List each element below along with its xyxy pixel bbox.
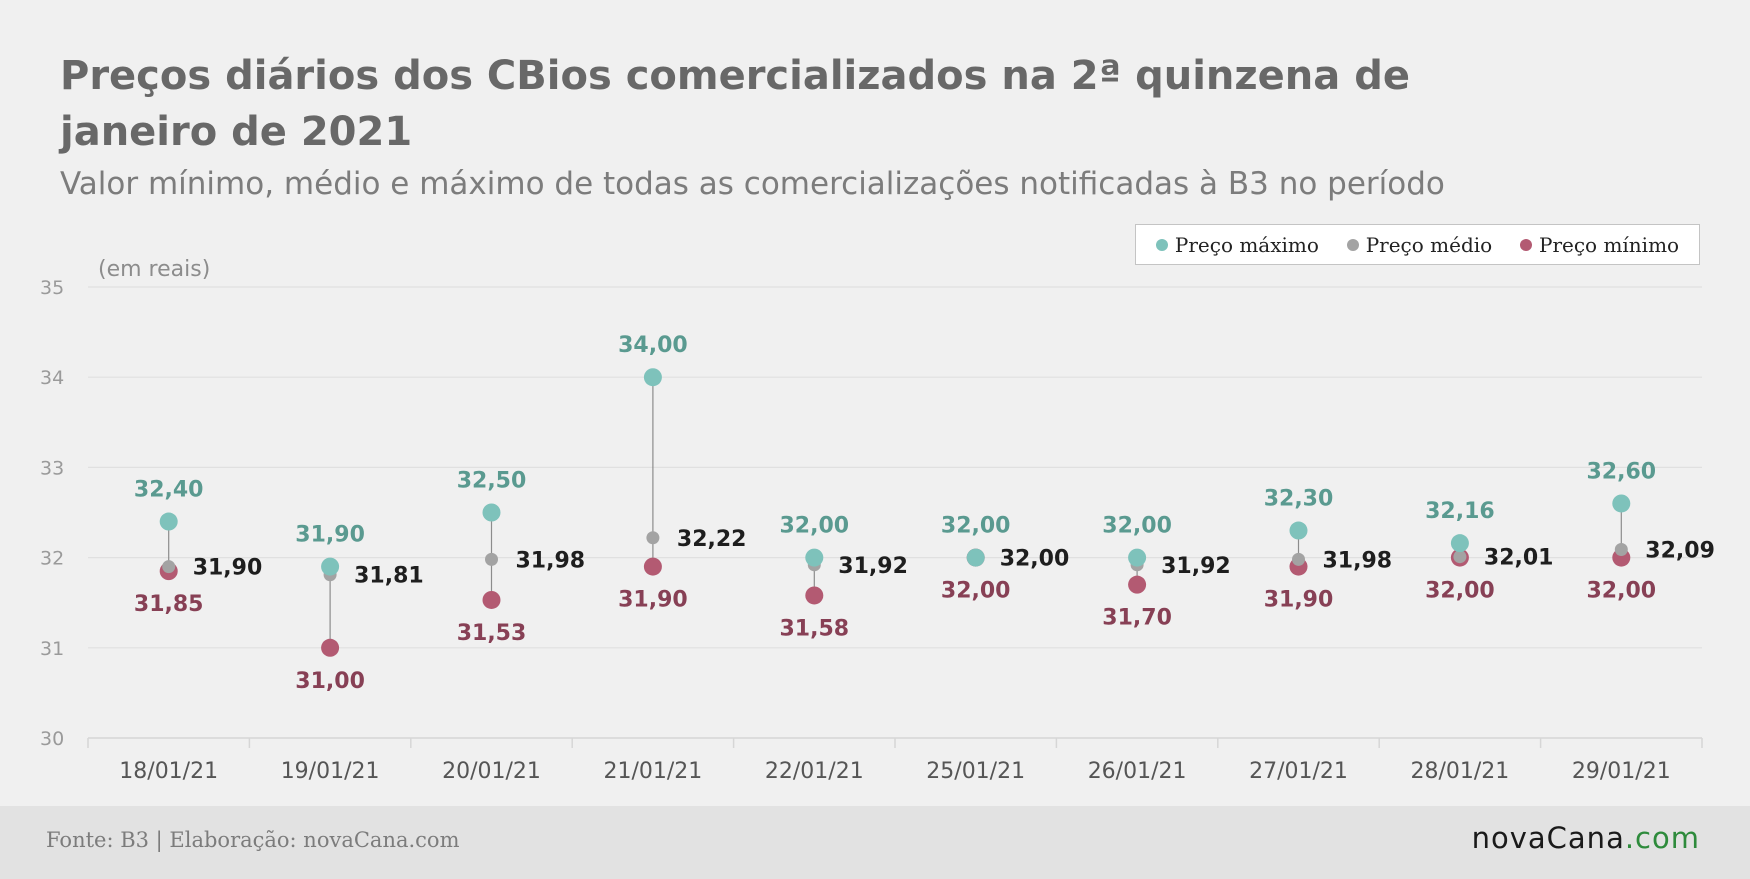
avg-value-label: 32,22 bbox=[677, 527, 747, 552]
min-point bbox=[482, 590, 501, 609]
y-tick-label: 34 bbox=[40, 367, 64, 389]
max-value-label: 32,60 bbox=[1587, 459, 1657, 484]
min-value-label: 31,00 bbox=[295, 669, 365, 694]
legend-item-avg: Preço médio bbox=[1346, 232, 1493, 257]
max-value-label: 32,16 bbox=[1425, 499, 1495, 524]
x-tick-label: 20/01/21 bbox=[442, 759, 541, 784]
legend-max-dot-icon bbox=[1155, 238, 1168, 251]
min-value-label: 32,00 bbox=[1587, 579, 1657, 604]
avg-value-label: 32,00 bbox=[1000, 547, 1070, 572]
x-tick-label: 21/01/21 bbox=[603, 759, 702, 784]
max-value-label: 32,00 bbox=[941, 514, 1011, 539]
min-value-label: 31,58 bbox=[780, 616, 850, 641]
max-point bbox=[643, 368, 662, 387]
avg-point bbox=[1614, 542, 1628, 556]
avg-point bbox=[485, 552, 498, 566]
y-tick-label: 32 bbox=[40, 548, 64, 570]
avg-point bbox=[162, 560, 176, 574]
x-tick-label: 26/01/21 bbox=[1088, 759, 1187, 784]
chart-legend: Preço máximo Preço médio Preço mínimo bbox=[1135, 224, 1700, 265]
min-value-label: 32,00 bbox=[941, 579, 1011, 604]
novacana-logo: novaCana.com bbox=[1472, 821, 1700, 855]
max-value-label: 32,00 bbox=[780, 514, 850, 539]
avg-value-label: 31,81 bbox=[354, 564, 424, 589]
min-point bbox=[321, 638, 340, 657]
avg-value-label: 31,92 bbox=[838, 554, 908, 579]
avg-value-label: 31,90 bbox=[193, 556, 263, 581]
max-point bbox=[1289, 521, 1308, 540]
source-note: Fonte: B3 | Elaboração: novaCana.com bbox=[46, 828, 460, 852]
chart-subtitle: Valor mínimo, médio e máximo de todas as… bbox=[60, 166, 1445, 202]
max-point bbox=[1128, 548, 1147, 567]
max-value-label: 32,40 bbox=[134, 478, 204, 503]
min-value-label: 31,90 bbox=[618, 588, 688, 613]
y-axis-units: (em reais) bbox=[98, 257, 211, 282]
y-tick-label: 30 bbox=[40, 728, 64, 750]
logo-tld: .com bbox=[1624, 821, 1700, 855]
min-point bbox=[1128, 575, 1147, 594]
footer: Fonte: B3 | Elaboração: novaCana.com nov… bbox=[0, 806, 1750, 879]
legend-min-label: Preço mínimo bbox=[1538, 232, 1680, 257]
avg-point bbox=[1453, 550, 1467, 564]
max-point bbox=[1450, 534, 1469, 553]
avg-point bbox=[1292, 552, 1305, 566]
legend-item-max: Preço máximo bbox=[1155, 232, 1319, 257]
min-value-label: 31,85 bbox=[134, 592, 204, 617]
min-point bbox=[805, 586, 824, 605]
x-tick-label: 22/01/21 bbox=[765, 759, 864, 784]
x-tick-label: 25/01/21 bbox=[926, 759, 1025, 784]
chart-title: Preços diários dos CBios comercializados… bbox=[60, 53, 1410, 155]
max-value-label: 31,90 bbox=[295, 523, 365, 548]
x-tick-label: 18/01/21 bbox=[119, 759, 218, 784]
max-value-label: 32,30 bbox=[1264, 487, 1334, 512]
avg-value-label: 31,92 bbox=[1161, 554, 1231, 579]
legend-avg-label: Preço médio bbox=[1365, 232, 1493, 257]
x-tick-label: 19/01/21 bbox=[281, 759, 380, 784]
min-value-label: 32,00 bbox=[1425, 579, 1495, 604]
avg-value-label: 32,09 bbox=[1645, 538, 1715, 563]
y-tick-label: 31 bbox=[40, 638, 64, 660]
y-tick-label: 35 bbox=[40, 277, 64, 299]
max-value-label: 34,00 bbox=[618, 333, 688, 358]
max-point bbox=[321, 557, 340, 576]
x-tick-label: 28/01/21 bbox=[1410, 759, 1509, 784]
price-chart: 30 31 32 33 34 35 18/01/21 19/01/21 20/01/21 21/0… bbox=[40, 277, 1715, 784]
legend-min-dot-icon bbox=[1519, 238, 1532, 251]
max-value-label: 32,50 bbox=[457, 469, 527, 494]
legend-avg-dot-icon bbox=[1346, 238, 1359, 251]
legend-item-min: Preço mínimo bbox=[1519, 232, 1680, 257]
max-point bbox=[1612, 494, 1631, 513]
max-value-label: 32,00 bbox=[1102, 514, 1172, 539]
max-point bbox=[482, 503, 501, 522]
y-tick-label: 33 bbox=[40, 457, 64, 479]
min-value-label: 31,53 bbox=[457, 621, 527, 646]
max-point bbox=[966, 548, 985, 567]
avg-point bbox=[646, 531, 660, 545]
x-tick-label: 29/01/21 bbox=[1572, 759, 1671, 784]
min-point bbox=[643, 557, 662, 576]
avg-value-label: 31,98 bbox=[516, 548, 586, 573]
avg-value-label: 32,01 bbox=[1484, 546, 1554, 571]
min-value-label: 31,90 bbox=[1264, 588, 1334, 613]
min-value-label: 31,70 bbox=[1102, 606, 1172, 631]
max-point bbox=[159, 512, 178, 531]
x-tick-label: 27/01/21 bbox=[1249, 759, 1348, 784]
max-point bbox=[805, 548, 824, 567]
logo-main: novaCana bbox=[1471, 821, 1625, 855]
avg-value-label: 31,98 bbox=[1323, 548, 1393, 573]
legend-max-label: Preço máximo bbox=[1174, 232, 1319, 257]
